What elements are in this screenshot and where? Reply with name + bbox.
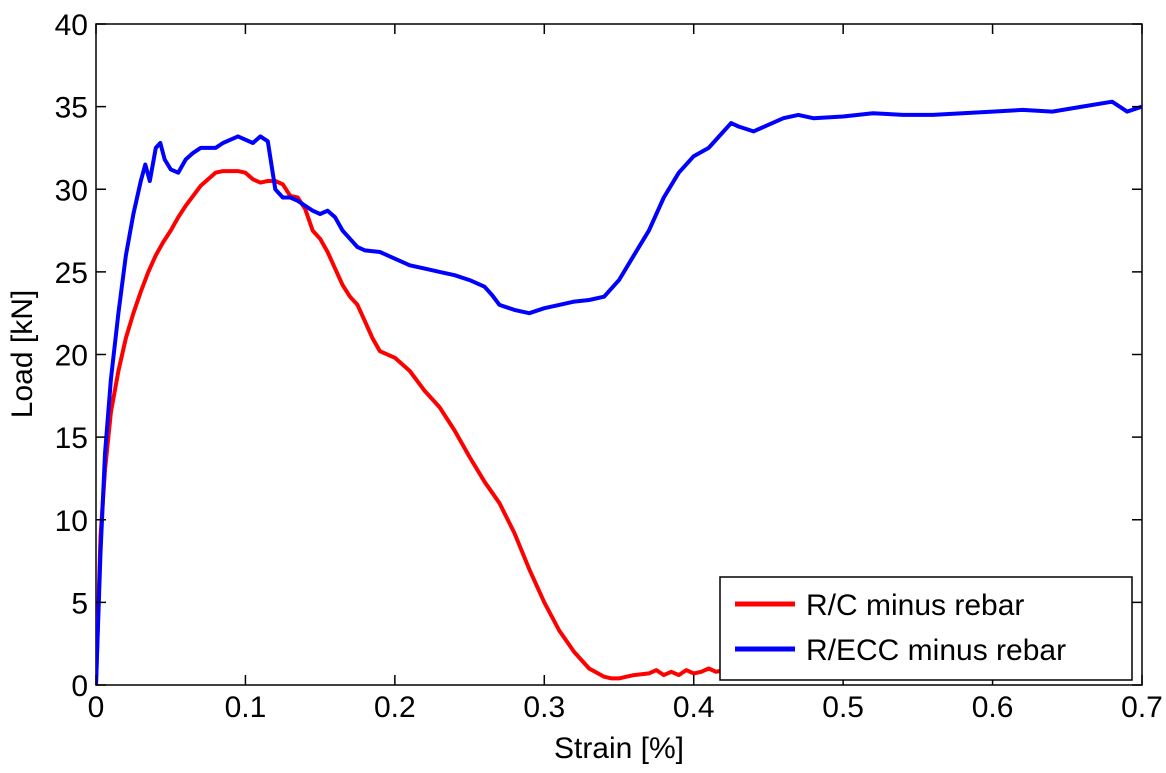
legend-label-recc: R/ECC minus rebar [806, 634, 1066, 667]
x-tick-label: 0.6 [972, 691, 1014, 724]
tick-layer: 0 0.1 0.2 0.3 0.4 0.5 0.6 0.7 0 5 10 15 20 25 30 35 40 [55, 9, 1163, 724]
x-tick-label: 0.3 [523, 691, 565, 724]
legend: R/C minus rebar R/ECC minus rebar [719, 576, 1133, 681]
y-tick-label: 35 [55, 92, 88, 125]
y-tick-label: 30 [55, 174, 88, 207]
y-tick-label: 40 [55, 9, 88, 42]
legend-label-rc: R/C minus rebar [806, 589, 1024, 622]
x-tick-label: 0.4 [673, 691, 715, 724]
y-tick-label: 5 [71, 587, 88, 620]
series-layer [96, 99, 1142, 685]
y-tick-label: 25 [55, 257, 88, 290]
x-tick-label: 0 [88, 691, 105, 724]
y-tick-label: 20 [55, 340, 88, 373]
x-tick-label: 0.7 [1121, 691, 1163, 724]
x-tick-label: 0.5 [822, 691, 864, 724]
series-line-rc [96, 169, 741, 685]
y-axis-label: Load [kN] [6, 290, 39, 418]
x-axis-label: Strain [%] [554, 732, 684, 765]
plot-frame [95, 23, 1143, 686]
legend-box [719, 576, 1133, 681]
y-tick-label: 15 [55, 422, 88, 455]
plot-area: 0 0.1 0.2 0.3 0.4 0.5 0.6 0.7 0 5 10 15 20 25 30 35 40 [55, 9, 1163, 724]
x-tick-label: 0.1 [225, 691, 267, 724]
y-tick-label: 0 [71, 670, 88, 703]
x-tick-label: 0.2 [374, 691, 416, 724]
series-line-recc [96, 99, 1142, 685]
y-tick-label: 10 [55, 505, 88, 538]
